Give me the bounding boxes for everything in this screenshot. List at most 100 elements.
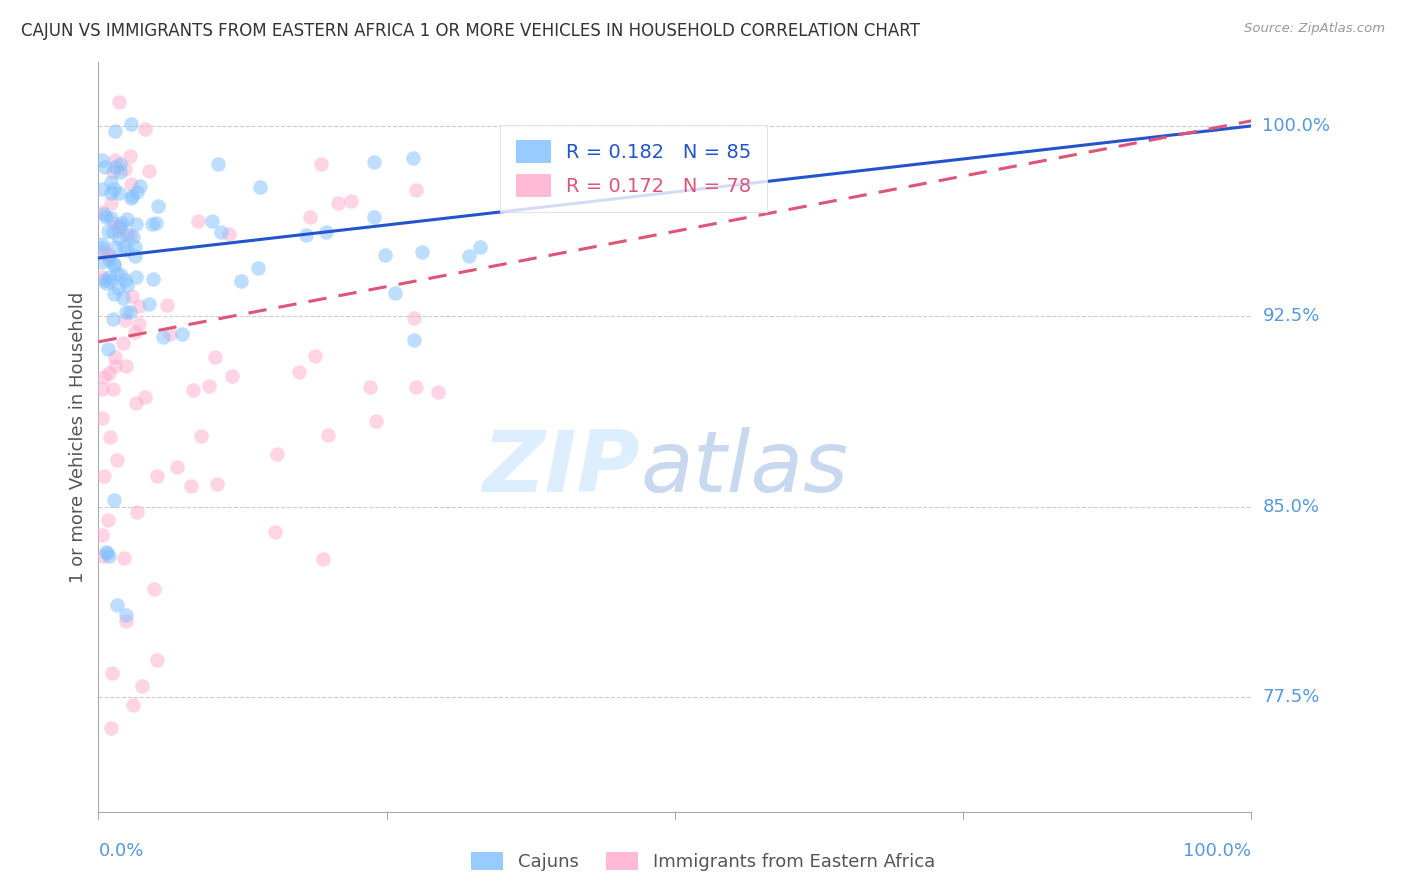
Text: 92.5%: 92.5% [1263,308,1320,326]
Point [384,285,406,300]
Point [457,249,479,263]
Point [115,614,138,628]
Point [115,211,138,226]
Point [180,479,202,493]
Point [108,221,131,235]
Point [93,273,115,287]
Point [100,175,122,189]
Point [107,281,129,295]
Point [115,227,138,242]
Point [110,216,132,230]
Point [363,210,385,224]
Point [97,270,120,285]
Point [121,189,143,203]
Point [121,289,143,303]
Text: 85.0%: 85.0% [1263,498,1319,516]
Point [402,311,425,326]
Y-axis label: 1 or more Vehicles in Household: 1 or more Vehicles in Household [69,292,87,582]
Point [108,231,131,245]
Point [103,216,125,230]
Point [108,165,131,179]
Point [141,217,163,231]
Point [105,598,128,612]
Point [326,196,349,211]
Point [108,95,131,110]
Point [120,117,142,131]
Point [110,268,132,282]
Point [246,260,269,275]
Point [405,183,427,197]
Point [142,271,165,285]
Point [374,248,396,262]
Point [104,153,127,168]
Point [98,248,121,262]
Point [104,351,127,365]
Point [93,369,115,384]
Point [93,160,115,174]
Point [103,286,125,301]
Point [124,217,146,231]
Legend: R = 0.182   N = 85, R = 0.172   N = 78: R = 0.182 N = 85, R = 0.172 N = 78 [501,125,768,212]
Point [100,211,122,225]
Point [97,342,120,356]
Point [115,278,138,293]
Point [312,552,335,566]
Point [114,608,136,623]
Point [105,453,128,467]
Point [363,155,385,169]
Point [201,214,224,228]
Point [120,227,142,242]
Point [98,252,121,267]
Point [101,382,124,396]
Point [143,582,166,596]
Point [103,359,125,374]
Point [205,476,228,491]
Point [249,180,271,194]
Point [124,396,146,410]
Point [107,186,129,200]
Point [112,240,135,254]
Point [131,679,153,693]
Point [90,382,112,396]
Point [103,257,125,271]
Point [404,334,426,348]
Point [98,549,121,563]
Text: 0.0%: 0.0% [98,842,143,860]
Point [91,241,114,255]
Point [166,460,188,475]
Point [138,297,160,311]
Point [114,273,136,287]
Point [134,390,156,404]
Text: 100.0%: 100.0% [1263,117,1330,135]
Point [266,447,288,461]
Point [104,161,127,175]
Point [134,122,156,136]
Point [127,505,149,519]
Point [181,383,204,397]
Point [316,428,339,442]
Point [101,225,124,239]
Point [91,153,114,167]
Point [98,274,121,288]
Point [94,210,117,224]
Point [411,245,433,260]
Point [138,163,160,178]
Point [117,244,139,258]
Point [309,157,332,171]
Point [114,313,136,327]
Point [100,721,122,735]
Point [104,124,127,138]
Point [96,546,118,560]
Point [100,186,122,200]
Point [94,276,117,290]
Point [120,149,142,163]
Point [170,326,193,341]
Text: Source: ZipAtlas.com: Source: ZipAtlas.com [1244,22,1385,36]
Point [146,469,169,483]
Point [470,240,492,254]
Point [427,385,450,400]
Point [263,525,285,540]
Point [90,528,112,542]
Point [159,326,181,341]
Point [315,225,337,239]
